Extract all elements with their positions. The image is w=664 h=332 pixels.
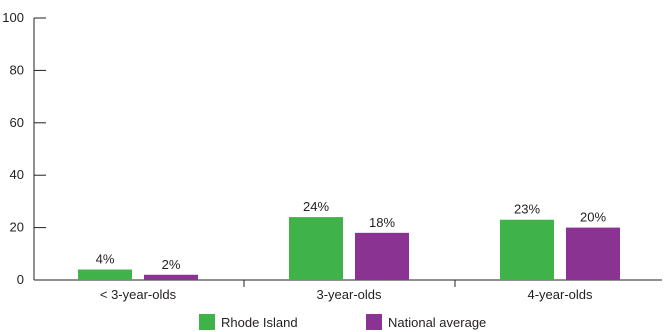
bar-national-average bbox=[566, 227, 620, 280]
y-tick-label: 100 bbox=[2, 10, 24, 25]
legend-swatch bbox=[366, 314, 382, 330]
data-labels: 4% 24% 23% 2% 18% 20% bbox=[96, 199, 607, 272]
legend-label: National average bbox=[388, 315, 486, 330]
y-tick-label: 60 bbox=[10, 115, 24, 130]
legend-label: Rhode Island bbox=[221, 315, 298, 330]
y-tick-label: 0 bbox=[17, 272, 24, 287]
y-axis: 0 20 40 60 80 100 bbox=[2, 10, 46, 287]
y-tick-label: 40 bbox=[10, 167, 24, 182]
bar-rhode-island bbox=[78, 269, 132, 280]
bars bbox=[78, 217, 620, 280]
x-tick-label: < 3-year-olds bbox=[100, 287, 177, 302]
y-tick-label: 80 bbox=[10, 62, 24, 77]
bar-rhode-island bbox=[500, 219, 554, 280]
x-axis: < 3-year-olds 3-year-olds 4-year-olds bbox=[34, 279, 662, 302]
x-tick-label: 3-year-olds bbox=[316, 287, 382, 302]
y-tick-label: 20 bbox=[10, 220, 24, 235]
data-label: 20% bbox=[580, 210, 606, 225]
x-tick-label: 4-year-olds bbox=[527, 287, 593, 302]
data-label: 23% bbox=[514, 202, 540, 217]
data-label: 2% bbox=[162, 257, 181, 272]
data-label: 4% bbox=[96, 252, 115, 267]
data-label: 24% bbox=[303, 199, 329, 214]
bar-national-average bbox=[355, 232, 409, 280]
data-label: 18% bbox=[369, 215, 395, 230]
legend: Rhode Island National average bbox=[199, 314, 486, 330]
bar-national-average bbox=[144, 274, 198, 280]
legend-swatch bbox=[199, 314, 215, 330]
bar-rhode-island bbox=[289, 217, 343, 280]
